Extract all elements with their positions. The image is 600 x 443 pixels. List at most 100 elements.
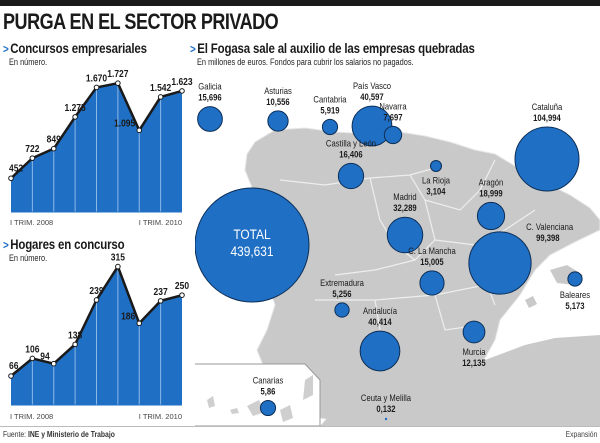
bubble-madrid [386,216,424,254]
bubble-navarra [383,125,403,145]
chart1-subtitle: En número. [9,57,48,67]
chart2-data-label: 239 [89,285,103,296]
region-name-cantabria: Cantabria [313,94,346,105]
chart2-data-label: 138 [68,330,82,341]
chart1-point [8,175,14,182]
region-name-pa-s-vasco: País Vasco [353,80,391,91]
chart1-data-label: 1.727 [107,69,128,80]
region-value-ceuta-y-melilla: 0,132 [376,403,395,414]
bubble-la-rioja [429,159,443,173]
chart2-data-label: 66 [9,360,18,371]
bubble-cantabria [321,118,339,136]
region-value-extremadura: 5,256 [332,288,351,299]
region-value-la-rioja: 3,104 [426,186,445,197]
region-value-c-la-mancha: 15,005 [420,256,444,267]
footer-divider [0,426,600,427]
chart2-title: > Hogares en concurso [3,236,125,252]
chart1-point [50,145,57,152]
bubble-c-valenciana [468,231,532,295]
chart2-data-label: 315 [111,252,125,263]
chart1-point [136,127,143,134]
region-value-asturias: 10,556 [266,96,290,107]
chart1-data-label: 452 [9,163,23,174]
chart1-data-label: 722 [25,144,39,155]
region-value-canarias: 5,86 [261,386,276,397]
total-value: 439,631 [231,243,274,259]
bubble-canarias [259,399,277,417]
chart2-point [72,341,78,348]
bubble-baleares [567,271,583,287]
region-name-extremadura: Extremadura [320,277,364,288]
chevron-right-icon: > [3,42,9,56]
bubble-catalu-a [514,126,580,192]
chart1-point [29,155,36,161]
region-value-andaluc-a: 40,414 [368,317,392,328]
chart1-data-label: 849 [47,134,61,145]
chart2-data-label: 237 [154,286,168,297]
chart1-title-text: Concursos empresariales [10,40,147,56]
region-value-c-valenciana: 99,398 [536,232,560,243]
chart1-data-label: 1.670 [86,73,107,84]
total-label: TOTAL [233,226,270,242]
region-name-navarra: Navarra [379,101,407,112]
region-name-la-rioja: La Rioja [422,175,450,186]
region-name-c-valenciana: C. Valenciana [526,221,573,232]
chart1-point [93,84,100,91]
bubble-c-la-mancha [419,270,445,296]
region-name-murcia: Murcia [463,346,486,357]
chart1-data-label: 1.095 [114,118,135,129]
chart2-data-label: 106 [25,344,39,355]
map-subtitle: En millones de euros. Fondos para cubrir… [197,57,414,67]
map-ibiza-island [525,296,537,308]
bubble-murcia [462,320,486,344]
region-name-arag-n: Aragón [479,177,504,188]
region-name-canarias: Canarias [253,375,284,386]
region-value-murcia: 12,135 [462,357,486,368]
chart2-xtick-end: I TRIM. 2010 [139,412,182,421]
chart1-point [157,94,164,100]
chart1-data-label: 1.542 [150,82,171,93]
chart1-point [115,80,121,86]
chart1-data-label: 1.623 [171,76,192,87]
chevron-right-icon: > [3,238,9,252]
chart2-data-label: 94 [40,351,50,362]
top-bar [0,0,600,6]
chart2-point [136,320,143,327]
map-africa-coast [320,335,600,426]
source-note: Fuente: INE y Ministerio de Trabajo [3,430,115,439]
chart1-point [72,114,78,120]
chart2-subtitle: En número. [9,253,48,263]
bubble-andaluc-a [359,330,401,372]
brand-label: Expansión [565,430,597,439]
chart1-point [179,88,185,94]
chart2-point [8,373,14,379]
region-value-navarra: 7,697 [383,112,402,123]
chart2-xtick-start: I TRIM. 2008 [10,412,53,421]
chart2-data-label: 250 [175,281,189,292]
bubble-asturias [267,110,289,132]
region-name-baleares: Baleares [560,289,590,300]
region-value-pa-s-vasco: 40,597 [360,91,384,102]
chart2-title-text: Hogares en concurso [10,236,125,252]
map-canarias-islands [207,375,313,422]
map-title: > El Fogasa sale al auxilio de las empres… [190,40,475,56]
region-name-castilla-y-le-n: Castilla y León [326,138,376,149]
source-prefix: Fuente: [3,430,27,439]
chart1-xtick-end: I TRIM. 2010 [139,218,182,227]
region-value-cantabria: 5,919 [320,105,339,116]
region-name-c-la-mancha: C. La Mancha [408,245,456,256]
region-value-baleares: 5,173 [565,300,584,311]
chevron-right-icon: > [190,42,196,56]
bubble-castilla-y-le-n [337,162,365,190]
bubble-galicia [197,106,223,132]
chart2-point [115,263,121,270]
chart2-point [50,360,57,367]
source-text: INE y Ministerio de Trabajo [27,430,115,439]
bubble-extremadura [334,302,350,318]
region-name-galicia: Galicia [198,81,222,92]
chart1-xtick-start: I TRIM. 2008 [10,218,53,227]
page-title: PURGA EN EL SECTOR PRIVADO [3,9,279,34]
region-name-catalu-a: Cataluña [532,101,563,112]
region-value-castilla-y-le-n: 16,406 [339,149,363,160]
